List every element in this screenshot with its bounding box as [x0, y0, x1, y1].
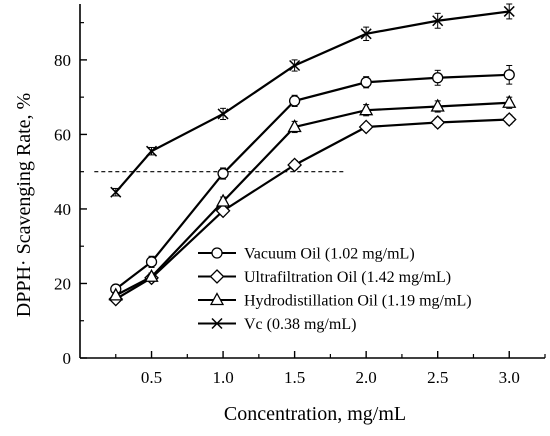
- marker-shape: [503, 69, 515, 81]
- data-point-vc: [146, 145, 158, 157]
- data-point-vc: [217, 108, 229, 120]
- axes: 0 20 40 60 80 0.5 1.0 1.5 2.0 2.5 3.0: [54, 4, 546, 387]
- marker-stroke: [432, 15, 444, 27]
- marker-shape: [501, 112, 517, 127]
- data-point-ultrafiltration-oil: [501, 112, 517, 127]
- y-axis-title: DPPH· Scavenging Rate, %: [13, 93, 35, 317]
- data-point-vacuum-oil: [217, 167, 229, 180]
- marker-shape: [358, 119, 374, 135]
- marker-stroke: [360, 28, 372, 40]
- legend-label: Hydrodistillation Oil (1.19 mg/mL): [244, 293, 472, 310]
- marker-shape: [108, 287, 123, 301]
- x-tick-label: 1.0: [212, 368, 233, 387]
- marker-shape: [215, 193, 231, 207]
- x-tick-label: 3.0: [499, 368, 520, 387]
- data-point-hydrodistillation-oil: [430, 98, 445, 112]
- data-point-vacuum-oil: [145, 256, 158, 268]
- x-tick-label: 2.0: [356, 368, 377, 387]
- legend-entry-vacuum-oil: Vacuum Oil (1.02 mg/mL): [198, 246, 415, 263]
- y-tick-label: 80: [54, 51, 71, 70]
- marker-shape: [502, 94, 517, 108]
- data-point-ultrafiltration-oil: [287, 157, 303, 173]
- marker-shape: [217, 167, 229, 180]
- legend-marker: [211, 317, 223, 330]
- data-point-hydrodistillation-oil: [215, 193, 231, 207]
- data-point-vc: [110, 186, 122, 198]
- x-tick-label: 2.5: [427, 368, 448, 387]
- series-line-vc: [114, 10, 510, 193]
- marker-shape: [360, 76, 372, 88]
- marker-shape: [287, 119, 302, 133]
- legend: Vacuum Oil (1.02 mg/mL) Ultrafiltration O…: [198, 246, 472, 333]
- data-point-vacuum-oil: [503, 69, 515, 81]
- marker-shape: [359, 102, 374, 116]
- data-point-hydrodistillation-oil: [144, 268, 159, 282]
- y-tick-label: 60: [54, 125, 71, 144]
- marker-shape: [287, 157, 303, 173]
- legend-entry-hydrodistillation-oil: Hydrodistillation Oil (1.19 mg/mL): [198, 292, 472, 310]
- y-tick-label: 20: [54, 274, 71, 293]
- data-point-vc: [503, 5, 515, 17]
- data-point-hydrodistillation-oil: [502, 94, 517, 108]
- legend-marker: [209, 292, 225, 306]
- data-point-ultrafiltration-oil: [430, 115, 446, 130]
- data-point-vacuum-oil: [288, 95, 301, 107]
- data-point-hydrodistillation-oil: [359, 102, 374, 116]
- data-point-hydrodistillation-oil: [287, 119, 302, 133]
- legend-marker: [211, 247, 223, 259]
- marker-shape: [209, 292, 225, 306]
- series-hydrodistillation-oil: [108, 94, 517, 301]
- series-vacuum-oil: [110, 64, 515, 295]
- marker-stroke: [503, 5, 515, 17]
- marker-stroke: [110, 186, 122, 198]
- data-point-vc: [360, 28, 372, 40]
- legend-entry-vc: Vc (0.38 mg/mL): [198, 316, 356, 333]
- marker-stroke: [289, 59, 301, 72]
- y-tick-label: 0: [63, 349, 72, 368]
- marker-shape: [144, 268, 159, 282]
- data-point-vc: [432, 15, 444, 27]
- data-point-hydrodistillation-oil: [108, 287, 123, 301]
- series-layer: [108, 3, 517, 307]
- marker-shape: [209, 269, 225, 284]
- marker-shape: [432, 72, 444, 84]
- marker-stroke: [217, 108, 229, 120]
- series-line-hydrodistillation-oil: [115, 101, 510, 297]
- data-point-ultrafiltration-oil: [358, 119, 374, 135]
- marker-stroke: [146, 145, 158, 157]
- data-point-ultrafiltration-oil: [215, 203, 231, 219]
- x-tick-label: 1.5: [284, 368, 305, 387]
- marker-shape: [215, 203, 231, 219]
- marker-shape: [288, 95, 301, 107]
- x-axis-title: Concentration, mg/mL: [224, 403, 406, 425]
- data-point-vc: [289, 59, 301, 72]
- legend-entry-ultrafiltration-oil: Ultrafiltration Oil (1.42 mg/mL): [198, 269, 451, 286]
- marker-shape: [145, 256, 158, 268]
- y-tick-label: 40: [54, 200, 71, 219]
- legend-marker: [209, 269, 225, 284]
- marker-shape: [430, 115, 446, 130]
- data-point-vacuum-oil: [432, 72, 444, 84]
- data-point-vacuum-oil: [360, 76, 372, 88]
- marker-shape: [430, 98, 445, 112]
- marker-stroke: [211, 317, 223, 330]
- marker-shape: [211, 247, 223, 259]
- legend-label: Ultrafiltration Oil (1.42 mg/mL): [244, 269, 451, 286]
- x-tick-label: 0.5: [141, 368, 162, 387]
- legend-label: Vacuum Oil (1.02 mg/mL): [244, 246, 415, 263]
- legend-label: Vc (0.38 mg/mL): [244, 316, 356, 333]
- series-vc: [110, 3, 515, 198]
